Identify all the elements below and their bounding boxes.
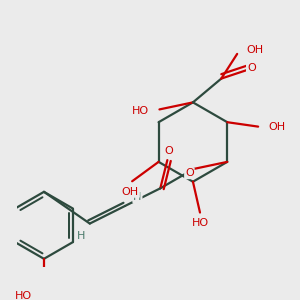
Text: HO: HO — [191, 218, 208, 228]
Text: HO: HO — [14, 291, 32, 300]
Text: HO: HO — [132, 106, 149, 116]
Text: O: O — [247, 63, 256, 73]
Text: H: H — [133, 192, 142, 202]
Text: H: H — [77, 231, 85, 241]
Text: O: O — [165, 146, 173, 156]
Text: OH: OH — [246, 45, 263, 56]
Text: OH: OH — [122, 187, 139, 197]
Text: OH: OH — [269, 122, 286, 132]
Text: O: O — [185, 168, 194, 178]
